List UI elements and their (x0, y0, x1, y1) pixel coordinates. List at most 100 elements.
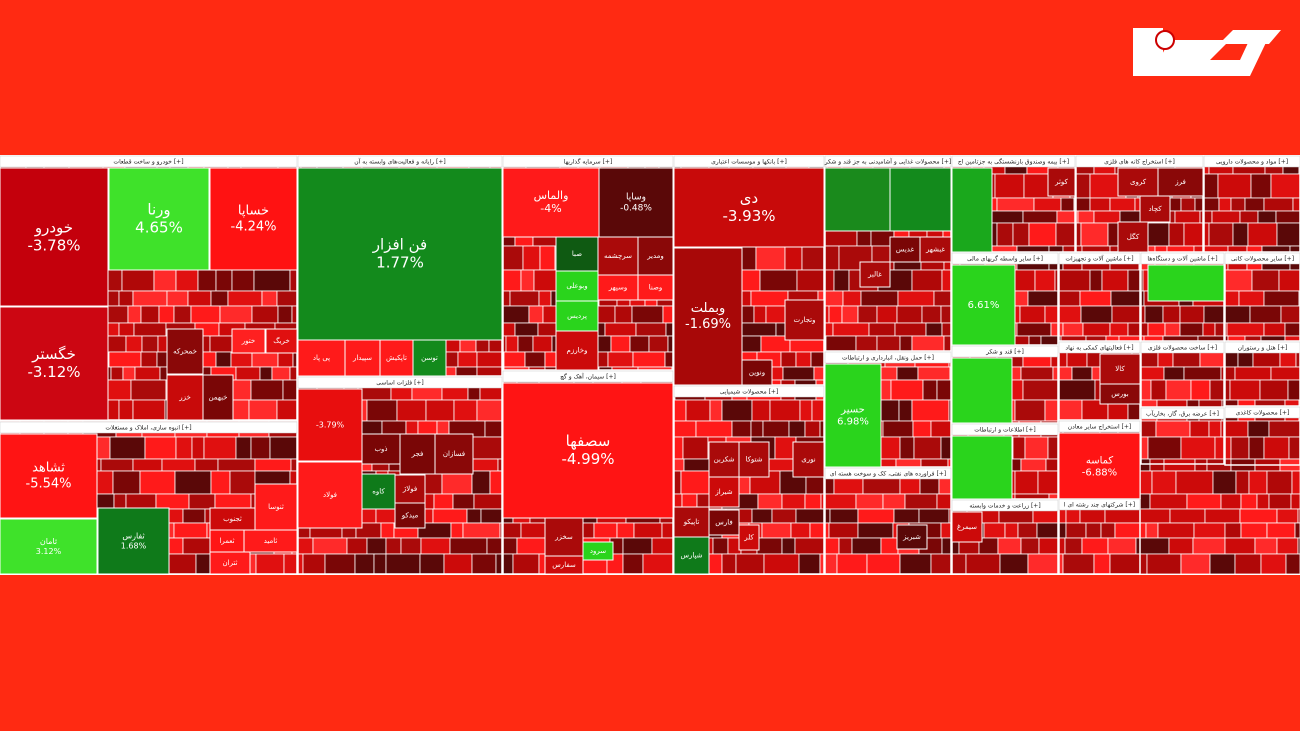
filler-cell (215, 269, 233, 292)
stock-name: شبریز (902, 533, 921, 541)
filler-cell (983, 522, 1006, 539)
sector: سیمان، آهک و گچ [+] سصفها-4.99% سخزر سفارس س… (502, 370, 674, 575)
stock-tile (297, 339, 346, 377)
filler-cell (538, 290, 552, 307)
filler-cell (215, 351, 232, 368)
filler-cell (731, 420, 752, 438)
filler-cell (219, 305, 253, 324)
sector-header (1224, 341, 1300, 354)
filler-cell (512, 553, 540, 575)
stock-name: خگستر (31, 345, 76, 363)
filler-cell (1220, 366, 1236, 381)
filler-cell (721, 399, 753, 422)
filler-cell (672, 399, 687, 422)
filler-cell (1168, 537, 1194, 555)
filler-cell (505, 335, 519, 353)
filler-cell (1292, 197, 1300, 212)
stock-name: فارس (715, 519, 732, 527)
filler-cell (1065, 508, 1081, 524)
filler-cell (855, 493, 884, 510)
filler-cell (769, 399, 801, 422)
filler-cell (473, 493, 504, 510)
stock-name: کگل (1127, 232, 1140, 241)
filler-cell (419, 553, 445, 575)
stock-change: -3.78% (27, 237, 80, 255)
filler-cell (1193, 522, 1226, 539)
filler-cell (794, 537, 826, 555)
sector-title: هتل و رستوران [+] (1238, 345, 1288, 352)
sector-title: سایر محصولات کانی [+] (1231, 256, 1294, 263)
filler-cell (1027, 290, 1060, 307)
filler-cell (898, 399, 913, 422)
filler-cell (276, 290, 299, 307)
filler-cell (1110, 290, 1145, 307)
filler-cell (965, 553, 1001, 575)
stock-change: -3.93% (722, 207, 775, 225)
filler-cell (1218, 197, 1232, 212)
filler-cell (804, 420, 821, 438)
filler-cell (1036, 522, 1067, 539)
sector-header (0, 155, 298, 168)
filler-cell (1237, 351, 1254, 368)
filler-cell (175, 436, 193, 460)
sector-header (297, 376, 503, 389)
stock-name: کروی (1130, 178, 1147, 186)
stock-tile (741, 359, 773, 386)
filler-cell (118, 322, 135, 337)
filler-cell (462, 522, 501, 539)
filler-cell (1239, 210, 1259, 224)
sector-title: فلزات اساسی [+] (376, 380, 424, 387)
filler-cell (539, 245, 556, 271)
stock-change: -4.99% (561, 450, 614, 468)
filler-cell (866, 553, 901, 575)
filler-cell (1038, 537, 1066, 555)
filler-cell (121, 269, 155, 292)
filler-cell (1268, 420, 1300, 438)
sector: بیمه وصندوق بازنشستگی به جزتامین اج [+] ک… (951, 155, 1076, 253)
filler-cell (1085, 522, 1102, 539)
filler-cell (1022, 210, 1058, 224)
sector-header (1140, 407, 1225, 420)
sector-header (1203, 155, 1300, 168)
stock-change: 3.12% (36, 547, 62, 556)
filler-cell (1266, 522, 1296, 539)
filler-cell (795, 351, 812, 368)
stock-tile (896, 524, 928, 550)
filler-cell (695, 420, 733, 438)
filler-cell (118, 399, 134, 422)
filler-cell (134, 366, 161, 381)
stock-tile (0, 433, 98, 519)
sector-title: انبوه سازی، املاک و مستغلات [+] (105, 424, 191, 432)
filler-cell (1268, 493, 1292, 510)
filler-cell (514, 322, 539, 337)
filler-cell (1230, 197, 1246, 212)
filler-cell (1251, 269, 1280, 292)
stock-name: ثامان (40, 537, 57, 546)
filler-cell (1034, 269, 1056, 292)
filler-cell (210, 290, 229, 307)
filler-cell (796, 269, 835, 292)
filler-cell (1234, 553, 1262, 575)
filler-cell (1252, 351, 1281, 368)
filler-cell (781, 493, 806, 510)
filler-cell (1044, 305, 1082, 324)
filler-cell (1189, 420, 1210, 438)
filler-cell (899, 553, 932, 575)
filler-cell (1024, 436, 1049, 460)
filler-cell (1155, 420, 1191, 438)
filler-cell (132, 458, 163, 472)
filler-cell (1060, 197, 1075, 212)
filler-cell (324, 553, 356, 575)
stock-tile (673, 506, 710, 538)
filler-cell (457, 351, 478, 368)
filler-cell (197, 269, 217, 292)
stock-tile (243, 529, 298, 553)
filler-cell (139, 470, 176, 495)
stock-tile (784, 299, 825, 341)
stock-name: خساپا (238, 204, 269, 219)
filler-cell (191, 436, 205, 460)
filler-cell (801, 245, 840, 271)
filler-cell (1214, 436, 1232, 460)
filler-cell (721, 553, 737, 575)
sector-header (951, 423, 1059, 436)
